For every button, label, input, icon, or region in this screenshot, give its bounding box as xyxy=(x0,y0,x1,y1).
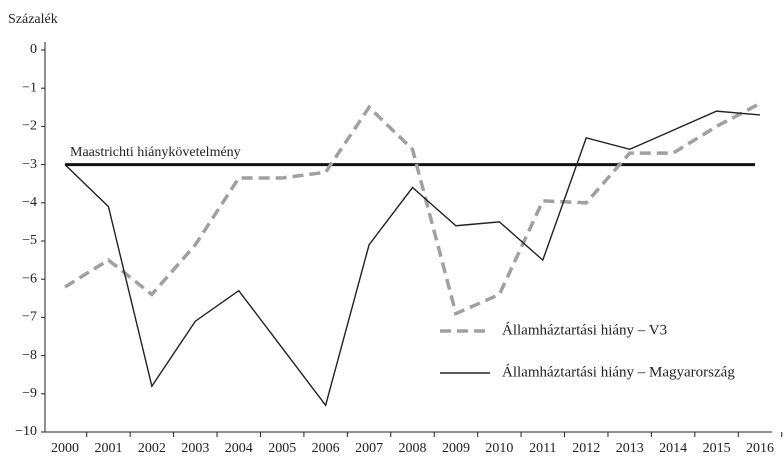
y-tick-label: −4 xyxy=(22,195,37,210)
x-tick-label: 2000 xyxy=(51,441,79,456)
x-tick-label: 2006 xyxy=(312,441,340,456)
y-tick-label: −5 xyxy=(22,233,37,248)
y-tick-label: −6 xyxy=(22,271,37,286)
y-tick-label: −8 xyxy=(22,348,37,363)
y-tick-label: −7 xyxy=(22,310,37,325)
y-axis-label: Százalék xyxy=(8,12,58,27)
y-tick-label: 0 xyxy=(30,42,37,57)
legend-label: Államháztartási hiány – Magyarország xyxy=(502,363,735,380)
x-tick-label: 2012 xyxy=(572,441,600,456)
x-tick-label: 2016 xyxy=(746,441,774,456)
x-tick-label: 2013 xyxy=(616,441,644,456)
x-tick-label: 2009 xyxy=(442,441,470,456)
x-tick-label: 2007 xyxy=(355,441,383,456)
y-tick-label: −2 xyxy=(22,119,37,134)
x-tick-label: 2015 xyxy=(703,441,731,456)
y-tick-label: −10 xyxy=(15,424,37,439)
y-tick-label: −3 xyxy=(22,157,37,172)
series-line xyxy=(64,101,761,317)
x-tick-label: 2014 xyxy=(659,441,687,456)
x-tick-label: 2010 xyxy=(485,441,513,456)
x-tick-label: 2002 xyxy=(138,441,166,456)
x-tick-label: 2003 xyxy=(181,441,209,456)
x-tick-label: 2001 xyxy=(94,441,122,456)
x-tick-label: 2008 xyxy=(399,441,427,456)
y-tick-label: −1 xyxy=(22,80,37,95)
x-tick-label: 2011 xyxy=(529,441,556,456)
reference-label: Maastrichti hiánykövetelmény xyxy=(70,145,241,160)
x-tick-label: 2004 xyxy=(225,441,253,456)
x-tick-label: 2005 xyxy=(268,441,296,456)
series-line xyxy=(64,110,761,407)
legend-label: Államháztartási hiány – V3 xyxy=(502,321,667,338)
y-tick-label: −9 xyxy=(22,386,37,401)
